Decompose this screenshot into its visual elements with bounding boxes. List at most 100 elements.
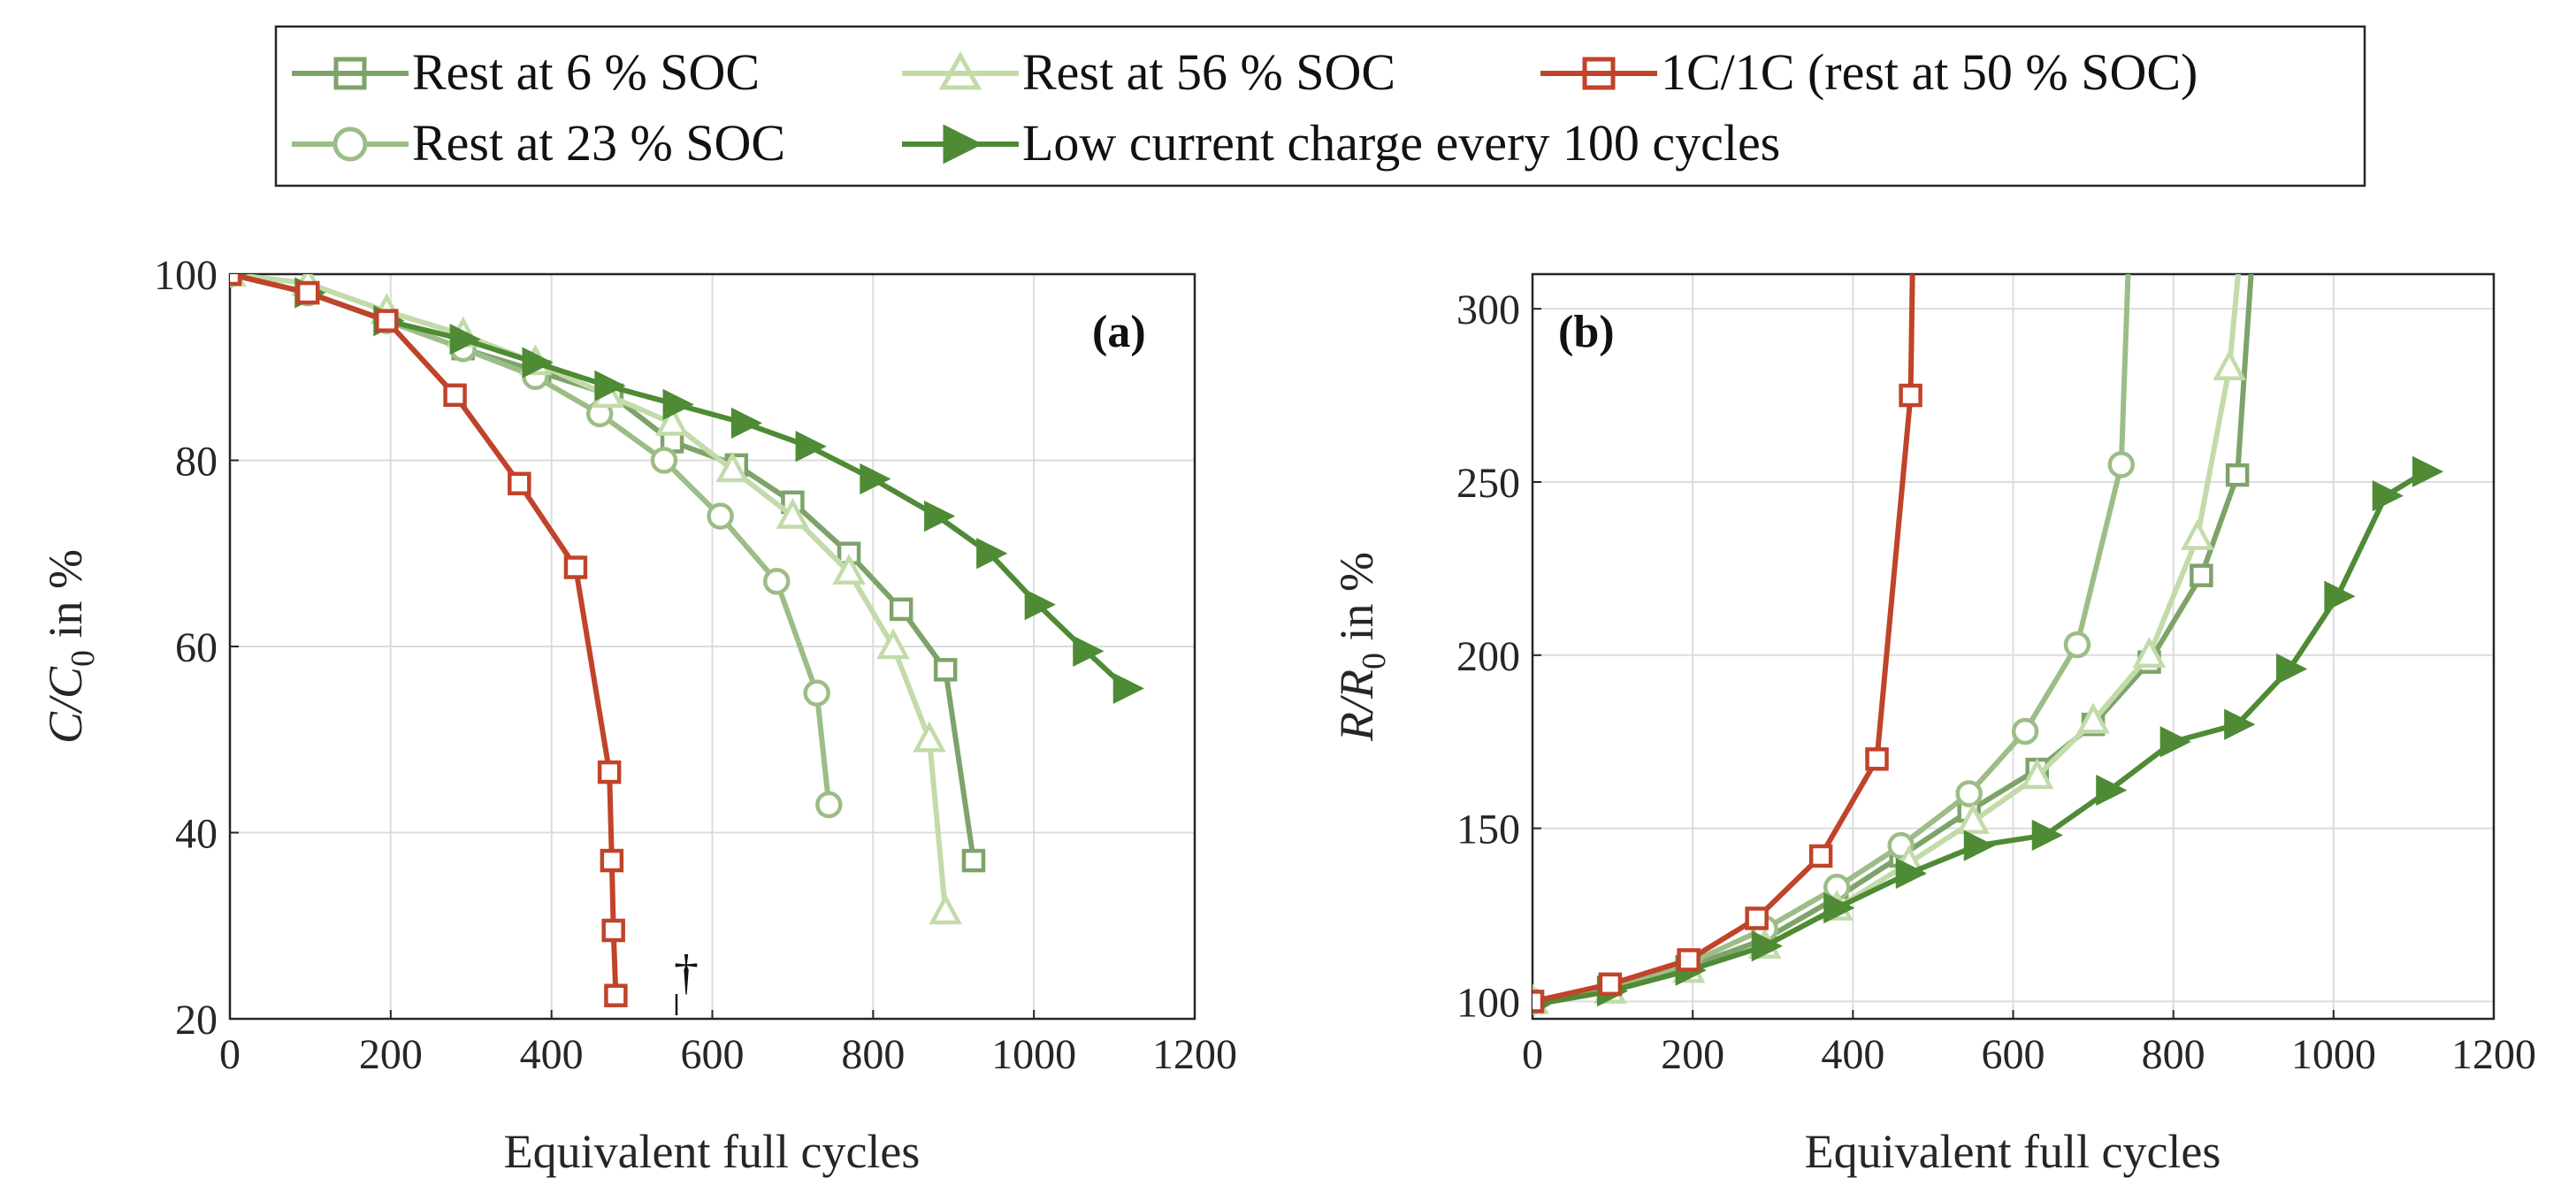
data-point (1808, 844, 1833, 868)
data-point (2412, 455, 2444, 487)
data-point (776, 497, 810, 529)
panel-b-tag: (b) (1558, 307, 1615, 357)
data-point (2011, 717, 2039, 746)
legend-label: Low current charge every 100 cycles (1022, 114, 1780, 172)
data-point (924, 501, 956, 532)
x-tick-label: 400 (1821, 1031, 1884, 1078)
data-point (650, 447, 678, 474)
data-point (230, 274, 242, 287)
y-label-rest: in % (39, 549, 92, 650)
data-point (730, 407, 763, 440)
data-point (2132, 637, 2167, 669)
y-tick-label: 60 (175, 624, 218, 671)
data-point (860, 463, 891, 495)
data-point (2181, 518, 2214, 550)
data-point (803, 679, 830, 707)
data-point (1024, 589, 1056, 621)
data-point (601, 918, 625, 943)
data-point (1073, 635, 1105, 667)
data-point (715, 451, 749, 483)
data-point (662, 388, 694, 420)
y-label-main: C/C (39, 666, 92, 744)
data-point (604, 983, 628, 1007)
data-point (795, 431, 827, 463)
data-point (1823, 892, 1855, 924)
x-tick-label: 1200 (2451, 1031, 2536, 1078)
data-point (913, 721, 946, 753)
series-low-current-charge-every-100-cycles (230, 274, 1144, 704)
data-point (2190, 563, 2213, 587)
panel-b-resistance-chart: 0 200 400 600 800 1000 1200 100 150 200 250 300 (b… (1330, 272, 2536, 1178)
data-point (508, 471, 531, 496)
data-point (933, 658, 958, 682)
data-point (1899, 383, 1922, 408)
y-tick-label: 150 (1456, 807, 1520, 853)
panel-b-x-ticks: 0 200 400 600 800 1000 1200 (1522, 1010, 2536, 1078)
data-point (707, 502, 734, 530)
data-point (2324, 580, 2356, 612)
panel-a-series (230, 274, 1144, 1007)
panel-a-tag: (a) (1092, 307, 1146, 357)
x-tick-label: 200 (1661, 1031, 1724, 1078)
square-marker-icon (333, 57, 367, 90)
series-line (230, 274, 619, 996)
panel-b-grid (1532, 274, 2495, 1019)
data-point (2031, 819, 2063, 852)
data-point (1963, 830, 1995, 861)
data-point (655, 404, 689, 436)
data-point (762, 568, 791, 595)
series-line (1533, 274, 1915, 1005)
panel-b-y-ticks: 100 150 200 250 300 (1456, 287, 1541, 1026)
y-tick-label: 40 (175, 811, 218, 858)
series-low-current-charge-every-100-cycles (1533, 455, 2444, 1014)
series-rest-at-56-soc (230, 274, 962, 925)
panel-b-series (1533, 274, 2444, 1015)
x-tick-label: 1200 (1152, 1031, 1237, 1078)
y-tick-label: 200 (1456, 633, 1520, 680)
y-tick-label: 250 (1456, 460, 1520, 507)
data-point (522, 347, 554, 379)
y-tick-label: 20 (175, 997, 218, 1044)
y-tick-label: 80 (175, 439, 218, 486)
legend-entry-rest-56: Rest at 56 % SOC (902, 43, 1395, 101)
data-point (889, 597, 913, 622)
legend-entry-1c1c: 1C/1C (rest at 50 % SOC) (1540, 43, 2198, 101)
legend-entry-rest-23: Rest at 23 % SOC (292, 114, 785, 172)
legend-label: Rest at 6 % SOC (412, 43, 760, 101)
legend-label: Rest at 56 % SOC (1022, 43, 1395, 101)
series-line (1533, 469, 2427, 1008)
legend-entry-low-current: Low current charge every 100 cycles (902, 114, 1780, 172)
data-point (375, 309, 399, 333)
legend-box (274, 25, 2366, 187)
data-point (961, 848, 986, 873)
y-label-sub: 0 (65, 650, 102, 667)
series-rest-at-56-soc (1533, 274, 2246, 1014)
series-line (1533, 274, 2254, 1005)
y-label-rest: in % (1330, 552, 1383, 653)
data-point (295, 280, 320, 305)
data-point (2225, 463, 2250, 487)
series-1c-1c-rest-at-50-soc- (230, 274, 628, 1007)
data-point (449, 324, 481, 356)
x-tick-label: 800 (841, 1031, 905, 1078)
data-point (2107, 451, 2136, 478)
data-point (832, 554, 866, 585)
y-label-sub: 0 (1356, 653, 1393, 669)
series-line (230, 274, 949, 913)
data-point (2372, 480, 2404, 512)
data-point (2224, 708, 2256, 740)
data-point (1956, 803, 1990, 835)
data-point (2020, 758, 2054, 790)
data-point (1955, 780, 1983, 807)
panel-a-grid (229, 273, 1196, 1020)
x-tick-label: 600 (1982, 1031, 2045, 1078)
x-tick-label: 0 (219, 1031, 241, 1078)
x-tick-label: 0 (1522, 1031, 1543, 1078)
data-point (443, 383, 467, 408)
data-point (2076, 702, 2110, 734)
data-point (929, 893, 962, 925)
series-rest-at-23-soc (230, 274, 843, 819)
y-tick-label: 100 (1456, 979, 1520, 1026)
